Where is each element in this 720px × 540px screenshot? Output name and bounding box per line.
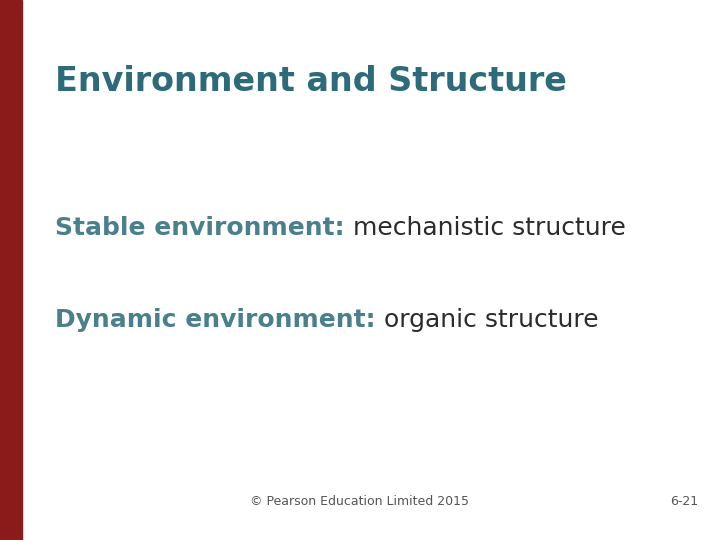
Text: © Pearson Education Limited 2015: © Pearson Education Limited 2015 [251,495,469,508]
Text: Environment and Structure: Environment and Structure [55,65,567,98]
Text: Stable environment:: Stable environment: [55,216,354,240]
Text: organic structure: organic structure [384,308,599,332]
Text: 6-21: 6-21 [670,495,698,508]
Text: Dynamic environment:: Dynamic environment: [55,308,384,332]
Bar [0,0,22,540]
Text: mechanistic structure: mechanistic structure [354,216,626,240]
